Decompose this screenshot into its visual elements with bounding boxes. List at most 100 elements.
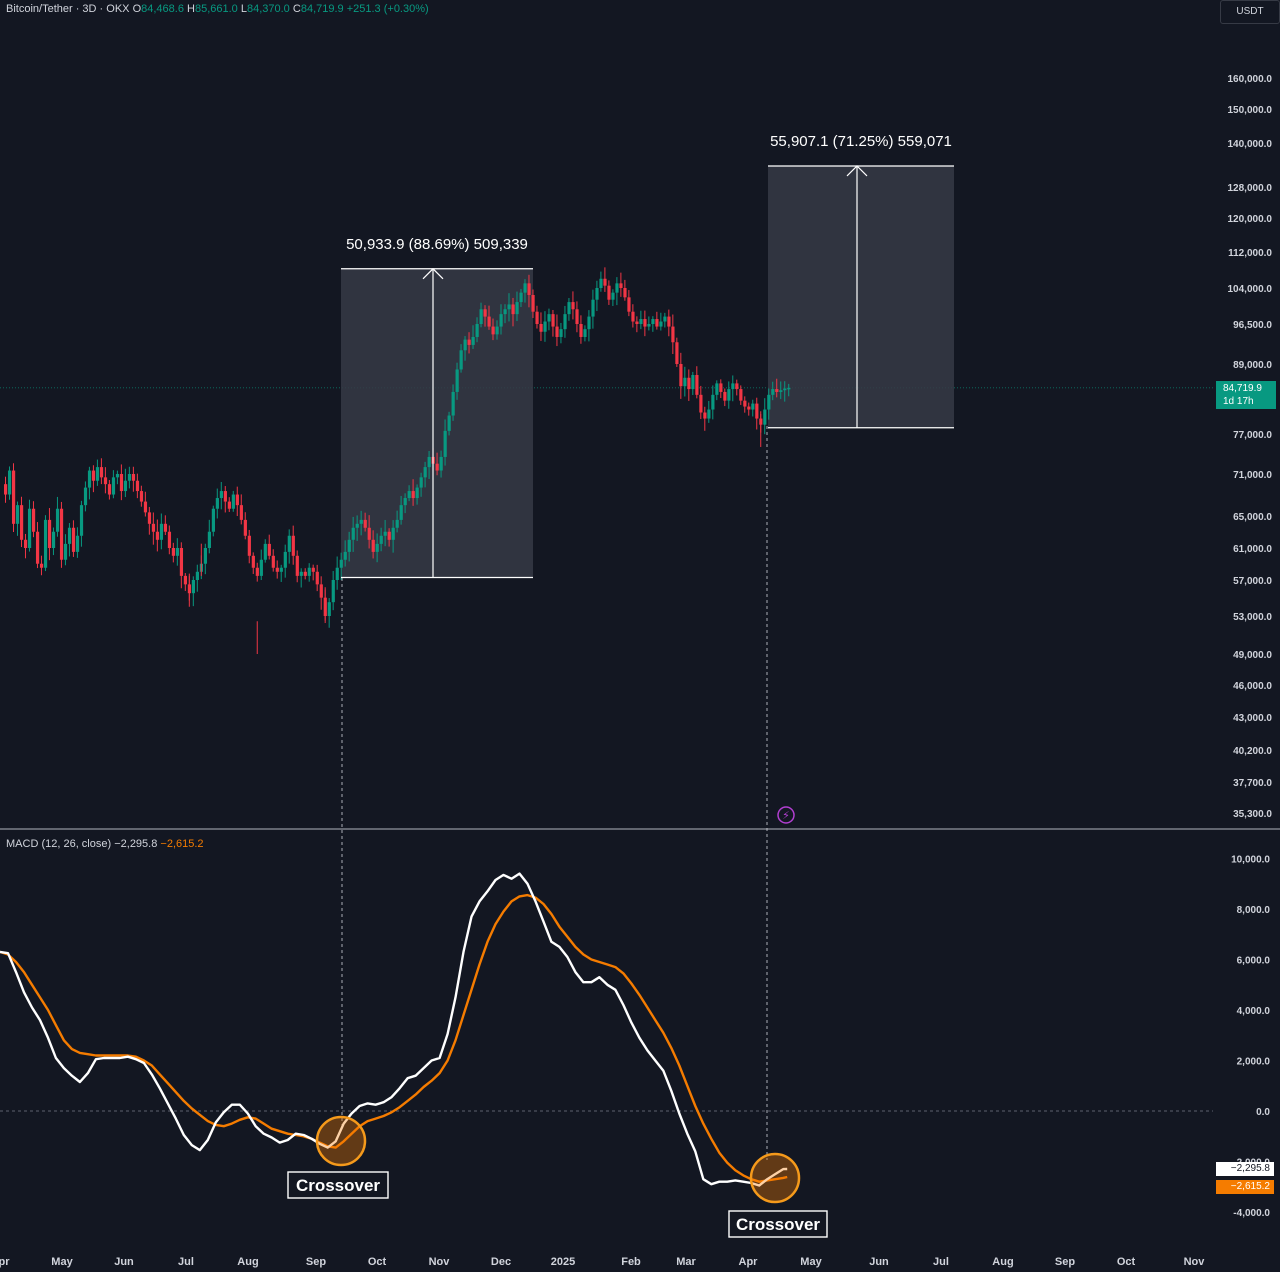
- candle-body: [639, 319, 643, 324]
- candle-body: [299, 571, 303, 576]
- time-tick: Nov: [1184, 1256, 1206, 1268]
- candle-body: [471, 336, 475, 345]
- time-tick: Dec: [491, 1256, 511, 1268]
- candle-body: [475, 324, 479, 337]
- candle-body: [583, 329, 587, 337]
- candle-body: [495, 326, 499, 335]
- candle-body: [467, 339, 471, 345]
- candle-body: [243, 519, 247, 536]
- low-value: 84,370.0: [246, 3, 290, 15]
- candle-body: [703, 412, 707, 419]
- candle-body: [751, 403, 755, 410]
- candle-body: [335, 567, 339, 580]
- candle-body: [715, 383, 719, 395]
- currency-button[interactable]: USDT: [1220, 0, 1280, 24]
- price-tick: 120,000.0: [1228, 214, 1273, 225]
- candle-body: [667, 316, 671, 327]
- candle-body: [227, 501, 231, 509]
- candle-body: [271, 555, 275, 568]
- candle-body: [251, 555, 255, 568]
- macd-tick: 6,000.0: [1237, 956, 1271, 967]
- candle-body: [511, 304, 515, 315]
- candle-body: [283, 551, 287, 568]
- time-tick: Oct: [368, 1256, 387, 1268]
- candle-body: [291, 535, 295, 556]
- candle-body: [31, 508, 36, 532]
- time-tick: Sep: [306, 1256, 326, 1268]
- candle-body: [175, 548, 180, 556]
- candle-body: [679, 364, 683, 387]
- candle-body: [195, 571, 200, 580]
- candle-body: [123, 480, 128, 492]
- price-tick: 71,000.0: [1233, 470, 1272, 481]
- candle-body: [311, 567, 315, 572]
- candle-body: [219, 491, 223, 499]
- time-tick: Nov: [429, 1256, 451, 1268]
- candle-body: [559, 329, 563, 337]
- candle-body: [111, 477, 116, 495]
- candle-body: [459, 350, 463, 370]
- candle-body: [3, 484, 8, 495]
- crossover-label-box: [728, 1210, 828, 1238]
- candle-body: [151, 523, 156, 532]
- candle-body: [55, 508, 60, 532]
- candle-body: [647, 324, 651, 327]
- candle-body: [167, 531, 172, 548]
- candle-body: [683, 377, 687, 387]
- candle-body: [107, 484, 112, 495]
- price-tick: 65,000.0: [1233, 512, 1272, 523]
- candle-body: [139, 491, 144, 502]
- candle-body: [91, 470, 96, 481]
- time-tick: May: [800, 1256, 822, 1268]
- candle-body: [27, 508, 32, 548]
- candle-body: [183, 575, 188, 585]
- price-tick: 37,700.0: [1233, 778, 1272, 789]
- symbol-header: Bitcoin/Tether · 3D · OKX O84,468.6 H85,…: [6, 3, 429, 15]
- candle-body: [363, 519, 367, 528]
- candle-body: [587, 316, 591, 330]
- macd-legend[interactable]: MACD (12, 26, close) −2,295.8 −2,615.2: [6, 838, 204, 850]
- candle-body: [75, 535, 80, 552]
- price-tick: 53,000.0: [1233, 612, 1272, 623]
- candle-body: [103, 477, 108, 485]
- candle-body: [347, 539, 351, 552]
- candle-body: [487, 316, 491, 327]
- last-price-tag: 84,719.9 1d 17h: [1216, 381, 1276, 409]
- candle-body: [155, 531, 160, 540]
- candle-body: [303, 571, 307, 576]
- candle-body: [47, 519, 52, 548]
- candle-body: [491, 326, 495, 335]
- candle-body: [247, 535, 251, 556]
- candle-body: [11, 470, 16, 524]
- candle-body: [259, 559, 263, 576]
- candle-body: [399, 505, 403, 520]
- candle-body: [391, 527, 395, 540]
- symbol-title[interactable]: Bitcoin/Tether · 3D · OKX: [6, 3, 130, 15]
- price-tick: 128,000.0: [1228, 183, 1273, 194]
- candle-body: [83, 487, 88, 506]
- low-label: L: [240, 3, 247, 15]
- time-tick: Aug: [992, 1256, 1013, 1268]
- time-tick: Jun: [869, 1256, 889, 1268]
- measure-label: 50,933.9 (88.69%) 509,339: [346, 236, 528, 253]
- price-tick: 140,000.0: [1228, 139, 1273, 150]
- time-tick: Apr: [0, 1256, 10, 1268]
- time-tick: Mar: [676, 1256, 696, 1268]
- candle-body: [735, 383, 739, 390]
- candle-body: [539, 324, 543, 332]
- candle-body: [19, 505, 24, 540]
- candle-body: [295, 555, 299, 576]
- candle-body: [659, 321, 663, 327]
- candle-body: [415, 487, 419, 499]
- candle-body: [383, 531, 387, 536]
- candle-body: [635, 321, 639, 324]
- candle-body: [179, 548, 184, 576]
- candle-body: [207, 531, 211, 548]
- measure-label: 55,907.1 (71.25%) 559,071: [770, 133, 952, 150]
- price-axis: 160,000.0 150,000.0 140,000.0 128,000.0 120,…: [1228, 74, 1273, 820]
- candle-body: [455, 369, 459, 392]
- candle-body: [343, 551, 347, 560]
- candle-body: [131, 474, 136, 481]
- macd-legend-label: MACD (12, 26, close): [6, 838, 112, 850]
